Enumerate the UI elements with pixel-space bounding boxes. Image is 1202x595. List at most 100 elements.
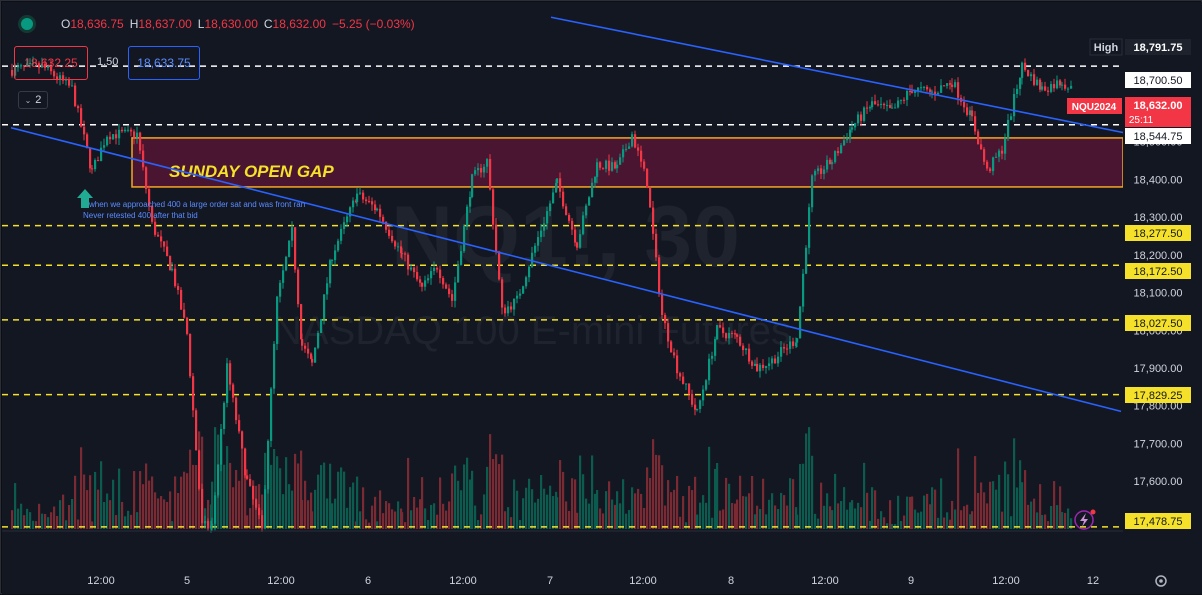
candle-body [637, 147, 640, 151]
volume-bar [1039, 484, 1042, 529]
volume-bar [100, 461, 103, 529]
volume-bar [160, 496, 163, 529]
alert-bolt-icon[interactable] [1074, 509, 1096, 530]
candle-body [232, 384, 235, 398]
candle-body [811, 175, 814, 208]
candle-body [267, 440, 270, 490]
volume-bar [699, 502, 702, 529]
volume-bar [588, 503, 591, 529]
volume-bar [320, 465, 323, 529]
candle-body [334, 250, 337, 261]
volume-bar [510, 517, 513, 529]
candle-body [943, 85, 946, 87]
volume-bar [186, 473, 189, 529]
volume-bar [404, 522, 407, 529]
candle-body [894, 107, 897, 109]
volume-bar [880, 511, 883, 529]
volume-bar [11, 510, 14, 529]
volume-bar [388, 503, 391, 529]
candle-body [226, 363, 229, 403]
volume-bar [716, 462, 719, 529]
volume-bar [1004, 461, 1007, 529]
volume-bar [23, 515, 26, 529]
candle-body [731, 332, 734, 334]
candle-body [1070, 85, 1073, 89]
volume-bar [304, 480, 307, 529]
volume-bar [834, 473, 837, 529]
candle-body [97, 159, 100, 162]
volume-bar [288, 484, 291, 529]
volume-bar [1019, 460, 1022, 529]
volume-bar [1024, 470, 1027, 529]
candle-body [559, 178, 562, 192]
candle-body [998, 150, 1001, 157]
volume-bar [489, 434, 492, 529]
volume-bar [427, 520, 430, 529]
buy-button[interactable]: 18,633.75 [128, 46, 200, 80]
candle-body [106, 136, 109, 146]
candle-body [980, 144, 983, 150]
candle-body [585, 205, 588, 216]
candle-body [483, 166, 486, 173]
volume-bar [851, 500, 854, 529]
volume-bar [900, 521, 903, 529]
candle-body [337, 240, 340, 251]
volume-bar [634, 493, 637, 529]
candle-body [23, 65, 26, 67]
price-axis[interactable] [1123, 2, 1202, 564]
candle-body [805, 247, 808, 274]
settings-gear-icon[interactable] [1155, 575, 1167, 587]
candle-body [32, 62, 35, 64]
volume-bar [946, 512, 949, 529]
spread-value: 1.50 [97, 56, 119, 68]
volume-bar [571, 478, 574, 529]
sell-button[interactable]: 18,632.25 [14, 46, 88, 80]
candle-body [1067, 88, 1070, 90]
candle-body [404, 253, 407, 255]
volume-bar [614, 504, 617, 529]
candle-body [837, 151, 840, 154]
volume-bar [1056, 505, 1059, 529]
candle-body [691, 393, 694, 405]
volume-bar [734, 503, 737, 529]
candle-body [739, 336, 742, 346]
volume-bar [285, 457, 288, 529]
volume-bar [745, 496, 748, 529]
volume-bar [682, 496, 685, 529]
candle-body [795, 342, 798, 346]
candle-body [448, 288, 451, 295]
candle-body [823, 169, 826, 174]
candle-body [346, 216, 349, 223]
volume-bar [483, 494, 486, 529]
candle-body [1036, 79, 1039, 85]
volume-bar [846, 509, 849, 529]
candle-body [531, 252, 534, 267]
volume-bar [469, 479, 472, 529]
volume-bar [802, 463, 805, 529]
volume-bar [789, 478, 792, 529]
volume-bar [391, 509, 394, 529]
candle-body [507, 306, 510, 314]
trendlines[interactable] [10, 16, 1132, 413]
candle-body [314, 347, 317, 363]
volume-bar [492, 459, 495, 529]
candle-body [1016, 88, 1019, 95]
volume-bar [238, 480, 241, 529]
candle-body [451, 294, 454, 301]
volume-bar [442, 503, 445, 529]
candle-body [1024, 62, 1027, 70]
candle-body [430, 271, 433, 279]
candle-body [1059, 80, 1062, 86]
volume-bar [611, 499, 614, 529]
volume-bar [365, 519, 368, 529]
candle-body [940, 85, 943, 93]
gap-zone[interactable] [131, 137, 1124, 188]
volume-bar [439, 477, 442, 529]
quantity-selector[interactable]: ⌄ 2 [18, 91, 48, 109]
candle-body [270, 388, 273, 441]
volume-bar [637, 488, 640, 529]
volume-bar [820, 482, 823, 529]
volume-bar [68, 504, 71, 529]
volume-bar [471, 470, 474, 529]
